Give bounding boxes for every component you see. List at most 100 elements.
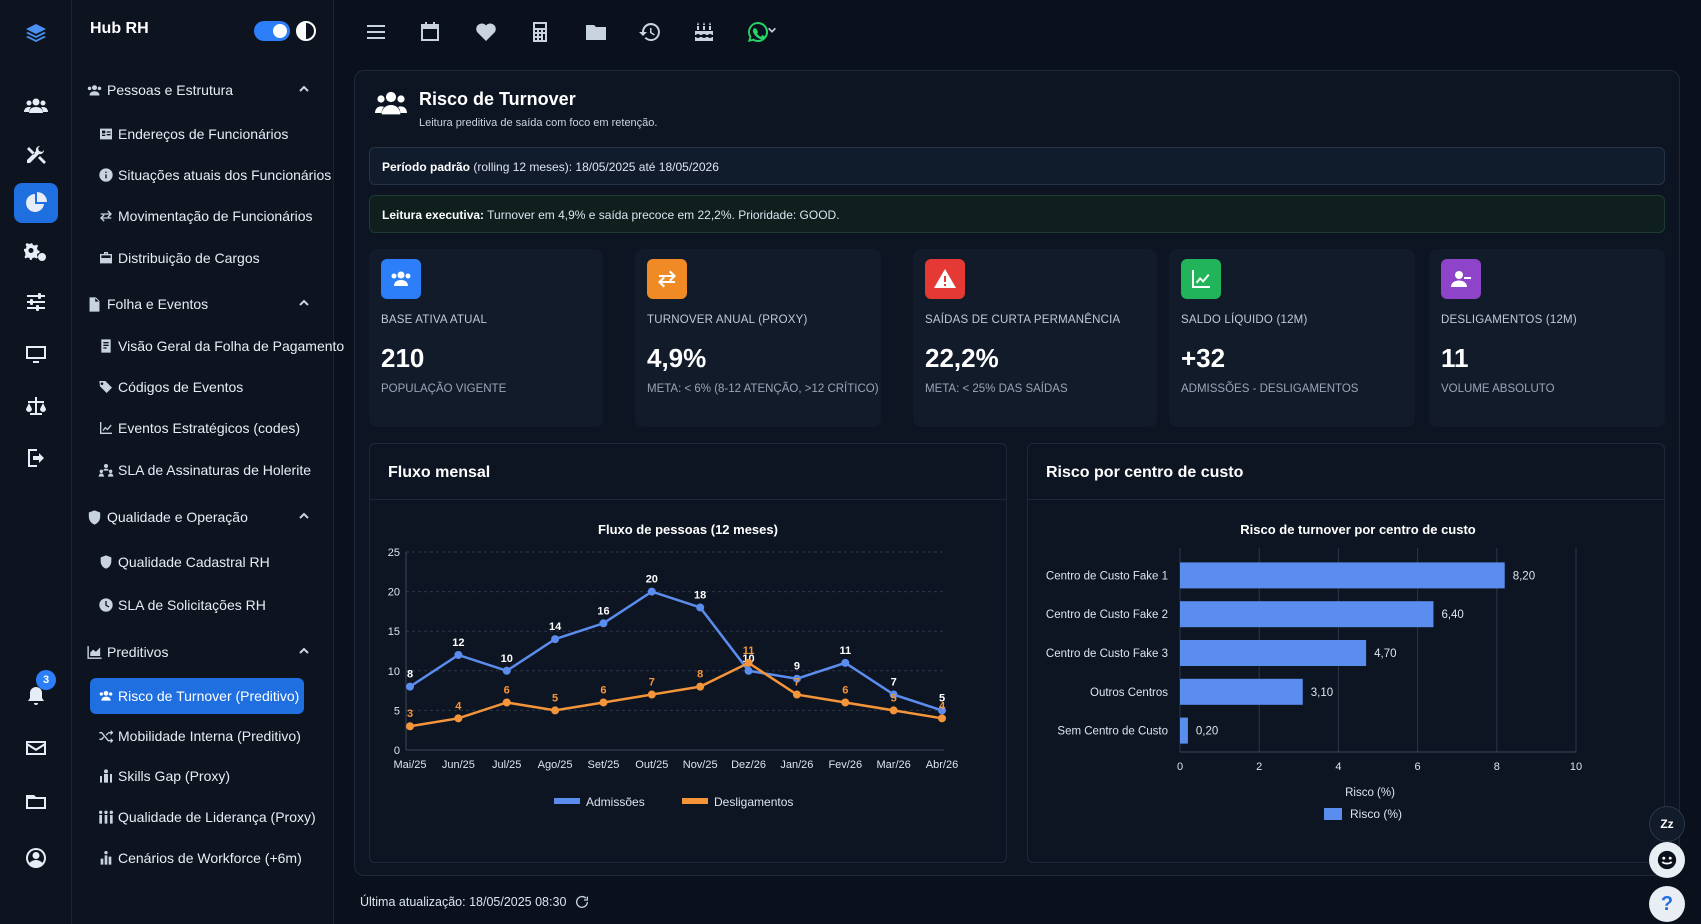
kpi-value: +32	[1181, 343, 1226, 373]
x-tick-label: Mar/26	[877, 759, 911, 771]
users-network-icon	[98, 464, 114, 477]
kpi-value: 4,9%	[647, 343, 707, 373]
sidebar-item-eventos-estrategicos[interactable]: Eventos Estratégicos (codes)	[90, 410, 304, 446]
pie-chart-icon[interactable]	[14, 183, 58, 223]
kpi-card-saldo-liquido: SALDO LÍQUIDO (12M) +32 ADMISSÕES - DESL…	[1169, 249, 1415, 427]
sidebar-item-enderecos[interactable]: Endereços de Funcionários	[90, 116, 304, 152]
sidebar-item-mobilidade[interactable]: Mobilidade Interna (Preditivo)	[90, 718, 304, 754]
sidebar-item-cenarios[interactable]: Cenários de Workforce (+6m)	[90, 840, 304, 876]
legend-label: Admissões	[586, 795, 645, 809]
sidebar-item-label: Risco de Turnover (Preditivo)	[118, 688, 300, 704]
category-label: Centro de Custo Fake 1	[1046, 570, 1168, 582]
line-chart-card: Fluxo mensal Fluxo de pessoas (12 meses)…	[369, 443, 1007, 863]
data-point	[406, 722, 414, 731]
chevron-down-icon[interactable]	[766, 24, 778, 36]
person-chart-icon	[100, 769, 112, 783]
arrows-exchange-icon	[647, 259, 687, 299]
sidebar-item-folha-pagamento[interactable]: Visão Geral da Folha de Pagamento	[90, 328, 344, 364]
sidebar-item-qualidade-cadastral[interactable]: Qualidade Cadastral RH	[90, 544, 304, 580]
kpi-value: 22,2%	[925, 343, 999, 373]
tools-icon[interactable]	[14, 136, 58, 176]
data-label: 14	[549, 621, 562, 633]
sidebar-item-sla-solicitacoes[interactable]: SLA de Solicitações RH	[90, 587, 304, 623]
x-tick-label: Jun/25	[442, 759, 475, 771]
arrows-exchange-icon	[100, 210, 112, 222]
y-tick-label: 25	[388, 547, 400, 559]
sidebar-item-lideranca[interactable]: Qualidade de Liderança (Proxy)	[90, 799, 316, 835]
monitor-icon[interactable]	[14, 334, 58, 374]
data-label: 16	[597, 605, 609, 617]
mail-icon[interactable]	[14, 728, 58, 768]
sidebar-item-distribuicao[interactable]: Distribuição de Cargos	[90, 240, 304, 276]
section-label: Preditivos	[107, 644, 169, 660]
legend-swatch	[1324, 808, 1342, 820]
contrast-icon[interactable]	[296, 21, 316, 41]
y-tick-label: 20	[388, 587, 400, 599]
data-label: 12	[452, 637, 464, 649]
scale-icon[interactable]	[14, 386, 58, 426]
app-title: Hub RH	[90, 20, 149, 37]
birthday-cake-icon[interactable]	[690, 18, 718, 46]
kpi-label: SALDO LÍQUIDO (12M)	[1181, 314, 1308, 326]
sleep-mode-button[interactable]: Zz	[1649, 806, 1685, 842]
data-label: 3	[407, 708, 413, 720]
folder-icon[interactable]	[582, 18, 610, 46]
users-icon	[87, 84, 102, 95]
data-label: 18	[694, 589, 706, 601]
exec-text: Turnover em 4,9% e saída precoce em 22,2…	[487, 208, 840, 222]
data-label: 7	[891, 677, 897, 689]
smiley-icon[interactable]	[1649, 842, 1685, 878]
sidebar-item-label: Distribuição de Cargos	[118, 250, 260, 266]
refresh-icon[interactable]	[574, 894, 590, 910]
whatsapp-icon[interactable]	[744, 18, 772, 46]
gears-icon[interactable]	[14, 232, 58, 272]
data-label: 7	[794, 677, 800, 689]
kpi-label: BASE ATIVA ATUAL	[381, 314, 488, 326]
section-pessoas-estrutura[interactable]: Pessoas e Estrutura	[86, 78, 320, 102]
chevron-up-icon[interactable]	[298, 297, 310, 309]
user-circle-icon[interactable]	[14, 838, 58, 878]
data-point	[502, 698, 511, 707]
x-tick-label: Mai/25	[393, 759, 426, 771]
sidebar-item-label: Qualidade Cadastral RH	[118, 554, 270, 570]
data-point	[647, 690, 656, 699]
section-folha-eventos[interactable]: Folha e Eventos	[86, 292, 320, 316]
sidebar-item-movimentacao[interactable]: Movimentação de Funcionários	[90, 198, 313, 234]
main-panel: Risco de Turnover Leitura preditiva de s…	[354, 70, 1680, 876]
section-preditivos[interactable]: Preditivos	[86, 640, 320, 664]
calendar-icon[interactable]	[416, 18, 444, 46]
help-icon[interactable]: ?	[1649, 886, 1685, 922]
bell-icon[interactable]: 3	[14, 670, 58, 716]
data-point	[792, 690, 801, 699]
sidebar-item-sla-holerite[interactable]: SLA de Assinaturas de Holerite	[90, 452, 311, 488]
sidebar-item-risco-turnover[interactable]: Risco de Turnover (Preditivo)	[90, 678, 304, 714]
users-icon[interactable]	[14, 86, 58, 126]
history-icon[interactable]	[636, 18, 664, 46]
data-label: 10	[501, 653, 513, 665]
menu-icon[interactable]	[362, 18, 390, 46]
page-subtitle: Leitura preditiva de saída com foco em r…	[419, 117, 658, 129]
page-title: Risco de Turnover	[419, 89, 576, 109]
calculator-icon[interactable]	[526, 18, 554, 46]
section-qualidade-operacao[interactable]: Qualidade e Operação	[86, 505, 320, 529]
legend-swatch	[682, 798, 708, 804]
sidebar-item-label: SLA de Solicitações RH	[118, 597, 266, 613]
sliders-icon[interactable]	[14, 282, 58, 322]
chevron-up-icon[interactable]	[298, 510, 310, 522]
chevron-up-icon[interactable]	[298, 83, 310, 95]
theme-toggle[interactable]	[254, 21, 290, 41]
y-tick-label: 5	[394, 705, 400, 717]
sidebar-item-label: Eventos Estratégicos (codes)	[118, 420, 301, 436]
stack-logo-icon[interactable]	[14, 14, 58, 54]
logout-icon[interactable]	[14, 438, 58, 478]
folder-icon[interactable]	[14, 782, 58, 822]
sidebar-item-label: Endereços de Funcionários	[118, 126, 289, 142]
chevron-up-icon[interactable]	[298, 645, 310, 657]
data-point	[938, 714, 946, 723]
heart-icon[interactable]	[472, 18, 500, 46]
sidebar-item-skills-gap[interactable]: Skills Gap (Proxy)	[90, 758, 304, 794]
sidebar-item-situacoes[interactable]: Situações atuais dos Funcionários	[90, 157, 331, 193]
users-icon	[99, 691, 113, 701]
sidebar-item-codigos-eventos[interactable]: Códigos de Eventos	[90, 369, 304, 405]
exec-label: Leitura executiva:	[382, 208, 485, 222]
